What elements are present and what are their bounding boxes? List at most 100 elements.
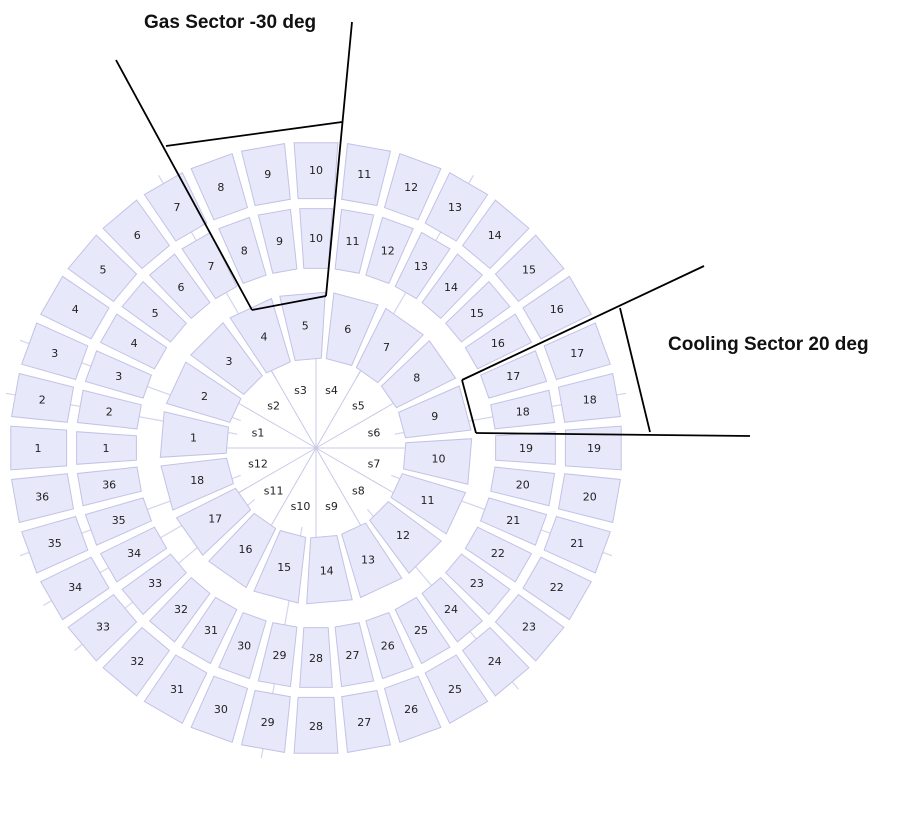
- middle-tile-label: 22: [491, 547, 505, 560]
- center-spoke-label-s8: s8: [352, 484, 365, 497]
- outer-tile-label: 2: [39, 394, 46, 407]
- outer-tile-label: 24: [488, 655, 502, 668]
- outer-tile-label: 21: [570, 537, 584, 550]
- outer-tile-label: 9: [264, 168, 271, 181]
- middle-tile-label: 23: [470, 577, 484, 590]
- outer-tile-29: [240, 689, 291, 753]
- center-spoke-line: [237, 402, 317, 449]
- middle-tile-1: [76, 431, 137, 465]
- gas-sector-bracket-right: [325, 21, 353, 297]
- outer-tile-31: [143, 654, 208, 725]
- outer-tile-17: [543, 322, 611, 381]
- cooling-sector-arc: [619, 307, 651, 433]
- middle-tile-label: 12: [381, 245, 395, 258]
- middle-tile-21: [479, 497, 548, 546]
- inner-tile-label: 1: [190, 431, 197, 444]
- middle-tile-label: 13: [414, 260, 428, 273]
- outer-tile-21: [543, 515, 611, 574]
- outer-tile-28: [293, 696, 339, 754]
- cooling-sector-lower-line: [475, 432, 751, 437]
- outer-tile-23: [494, 593, 565, 662]
- outer-tile-11: [341, 143, 392, 207]
- outer-tile-label: 11: [357, 168, 371, 181]
- middle-tile-label: 24: [444, 603, 458, 616]
- outer-tile-label: 23: [522, 621, 536, 634]
- center-spoke-label-s2: s2: [267, 400, 280, 413]
- middle-tile-label: 11: [346, 235, 360, 248]
- inner-tile-5: [279, 291, 326, 362]
- middle-tile-label: 10: [309, 232, 323, 245]
- inner-tile-label: 11: [421, 494, 435, 507]
- outer-tile-label: 30: [214, 703, 228, 716]
- middle-tile-label: 4: [131, 337, 138, 350]
- outer-tile-label: 13: [448, 201, 462, 214]
- outer-tile-18: [557, 372, 621, 423]
- middle-tile-22: [464, 526, 533, 583]
- middle-tile-label: 16: [491, 337, 505, 350]
- outer-tile-label: 32: [130, 655, 144, 668]
- middle-tile-36: [76, 466, 142, 507]
- middle-tile-18: [490, 389, 556, 430]
- outer-tile-4: [39, 275, 110, 340]
- outer-tile-label: 10: [309, 164, 323, 177]
- middle-tile-label: 34: [127, 547, 141, 560]
- inner-tile-label: 2: [201, 390, 208, 403]
- outer-tile-6: [102, 199, 171, 270]
- inner-tile-label: 15: [277, 561, 291, 574]
- middle-tile-34: [99, 526, 168, 583]
- outer-tile-label: 22: [550, 581, 564, 594]
- inner-tile-label: 9: [431, 410, 438, 423]
- outer-tile-label: 26: [404, 703, 418, 716]
- inner-tile-17: [175, 487, 252, 556]
- middle-tile-label: 35: [112, 514, 126, 527]
- inner-tile-14: [306, 534, 353, 605]
- outer-tile-label: 18: [583, 394, 597, 407]
- middle-tile-label: 25: [414, 624, 428, 637]
- outer-tile-label: 34: [68, 581, 82, 594]
- center-spoke-line: [315, 447, 395, 494]
- inner-tile-9: [398, 385, 472, 439]
- middle-tile-31: [181, 596, 238, 665]
- center-spoke-line: [237, 447, 317, 494]
- middle-tile-label: 36: [102, 479, 116, 492]
- middle-tile-16: [464, 313, 533, 370]
- inner-tile-label: 7: [383, 341, 390, 354]
- outer-tile-26: [383, 675, 442, 743]
- middle-tile-13: [394, 231, 451, 300]
- inner-tile-2: [165, 361, 242, 423]
- outer-tile-label: 3: [51, 347, 58, 360]
- outer-tile-20: [557, 473, 621, 524]
- outer-tile-5: [67, 234, 138, 303]
- outer-tile-label: 7: [174, 201, 181, 214]
- middle-tile-12: [365, 216, 414, 285]
- middle-tile-23: [445, 553, 511, 616]
- outer-tile-label: 25: [448, 683, 462, 696]
- outer-tile-15: [494, 234, 565, 303]
- inner-tile-12: [369, 501, 442, 574]
- inner-tile-8: [380, 340, 457, 409]
- outer-tile-label: 29: [261, 716, 275, 729]
- center-spoke-label-s7: s7: [368, 458, 381, 471]
- inner-tile-6: [325, 292, 379, 366]
- middle-tile-label: 5: [152, 307, 159, 320]
- inner-tile-label: 6: [344, 323, 351, 336]
- outer-tile-label: 4: [72, 303, 79, 316]
- center-spoke-line: [270, 447, 317, 527]
- middle-tile-11: [334, 208, 375, 274]
- center-spoke-label-s10: s10: [291, 500, 311, 513]
- middle-tile-label: 26: [381, 639, 395, 652]
- outer-tile-label: 27: [357, 716, 371, 729]
- middle-tile-3: [84, 350, 153, 399]
- outer-tile-9: [240, 143, 291, 207]
- center-spoke-label-s6: s6: [368, 427, 381, 440]
- outer-tile-13: [424, 171, 489, 242]
- middle-tile-28: [299, 627, 333, 688]
- inner-tile-label: 16: [239, 543, 253, 556]
- middle-tile-label: 32: [174, 603, 188, 616]
- outer-tile-label: 1: [35, 442, 42, 455]
- outer-tile-7: [143, 171, 208, 242]
- gas-sector-bracket-left: [115, 59, 253, 311]
- middle-tile-33: [121, 553, 187, 616]
- center-spoke-label-s11: s11: [264, 484, 284, 497]
